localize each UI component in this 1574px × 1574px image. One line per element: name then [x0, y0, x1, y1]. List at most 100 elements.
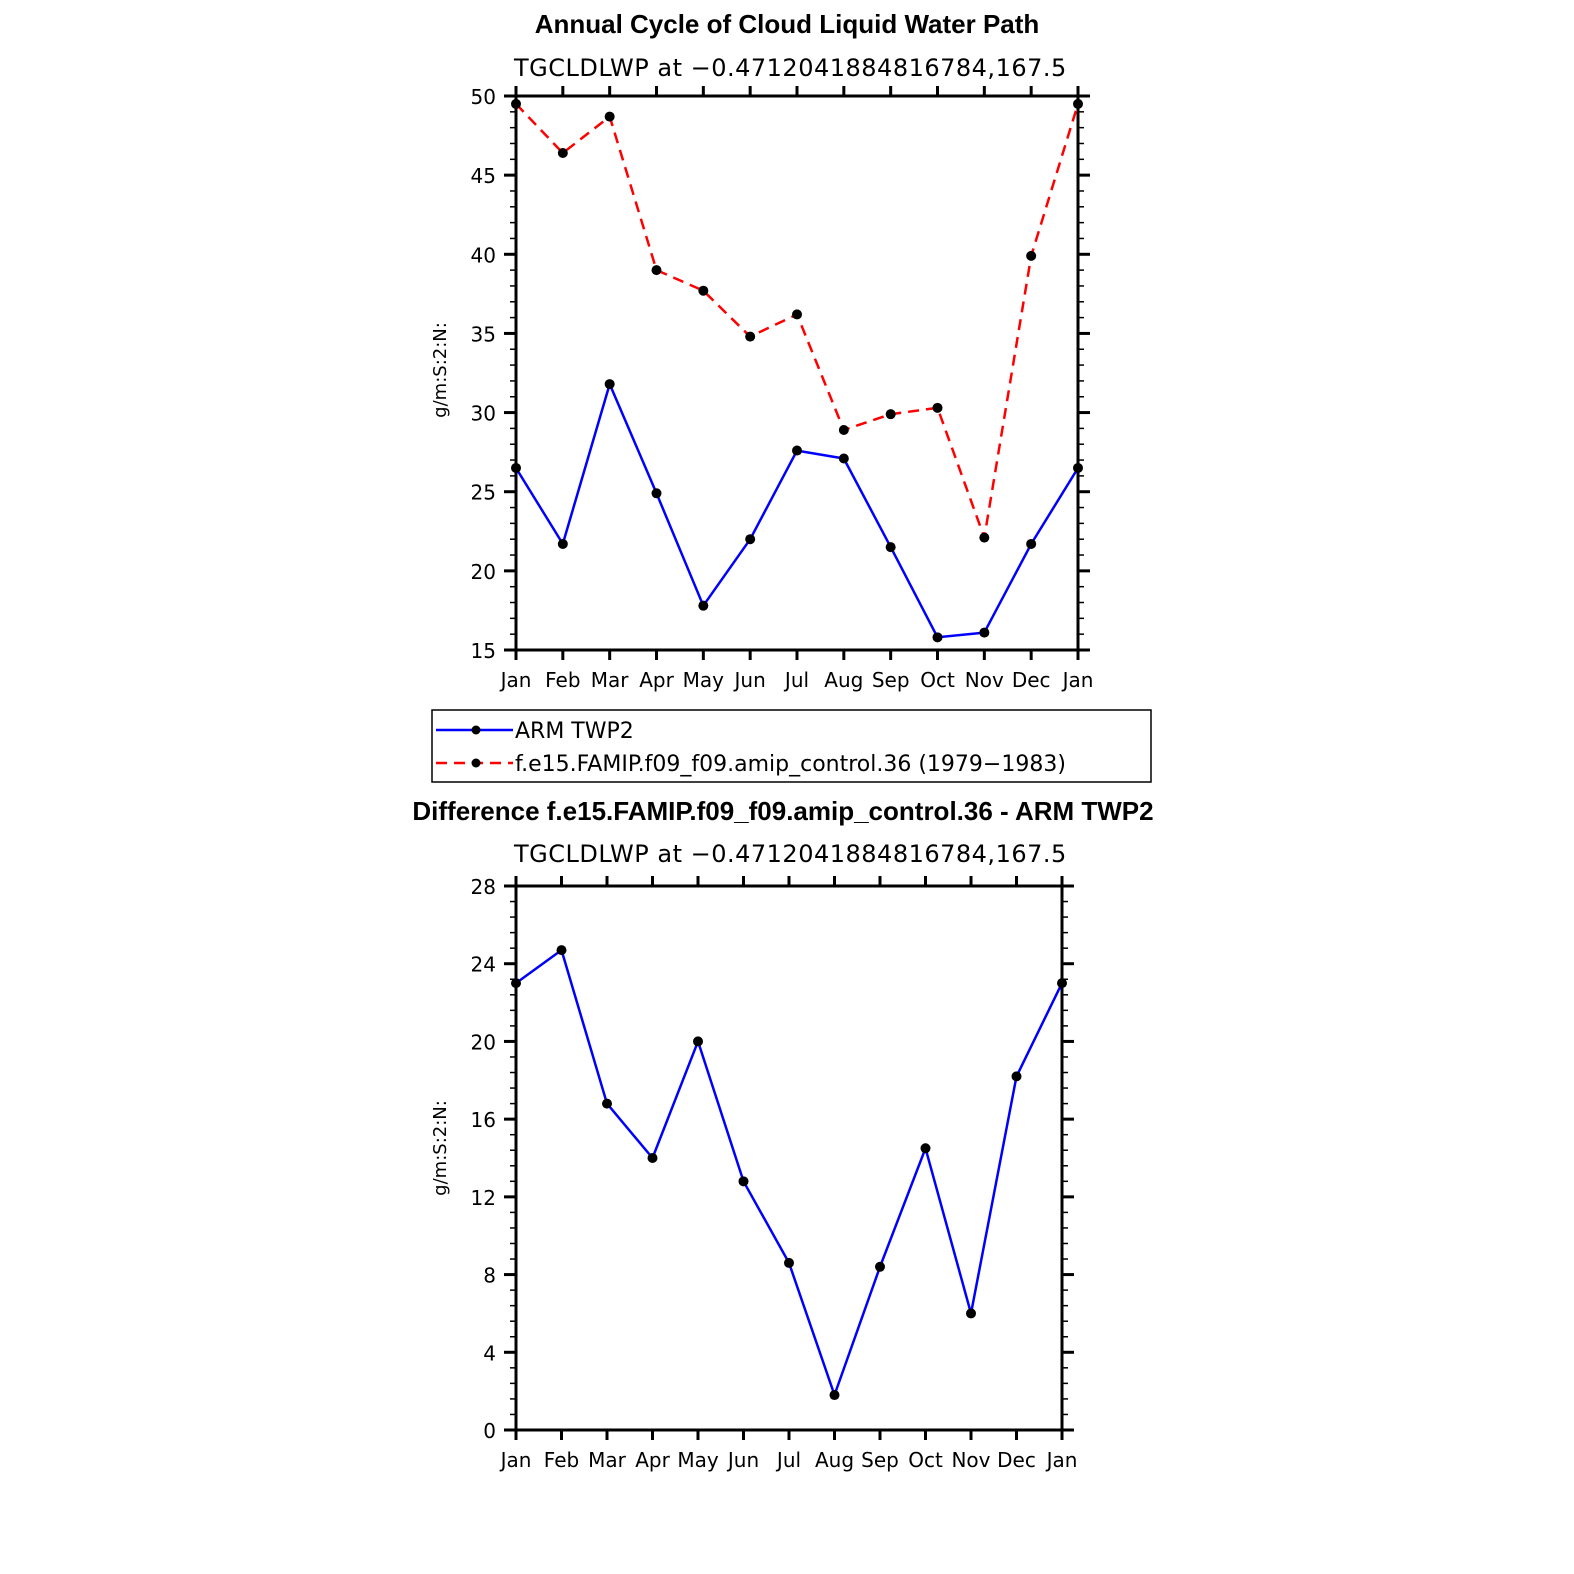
x-tick-label: Sep [872, 668, 910, 692]
y-tick-label: 50 [471, 85, 496, 109]
data-point-0 [838, 453, 849, 464]
data-point-0 [698, 600, 709, 611]
series-line-0 [515, 948, 1064, 1397]
x-tick-label: Jul [775, 1448, 801, 1472]
x-tick-label: Jan [499, 668, 532, 692]
x-tick-label: Nov [965, 668, 1004, 692]
data-point-0 [557, 538, 568, 549]
x-tick-label: Sep [861, 1448, 899, 1472]
data-point-0 [932, 632, 943, 643]
y-tick-label: 4 [483, 1341, 496, 1365]
data-point-0 [979, 627, 990, 638]
data-point-1 [745, 331, 756, 342]
y-tick-label: 8 [483, 1264, 496, 1288]
y-tick-label: 20 [471, 1030, 496, 1054]
data-point-0 [1057, 978, 1067, 989]
x-tick-label: Aug [824, 668, 863, 692]
data-point-1 [1026, 250, 1037, 261]
data-point-1 [792, 309, 802, 320]
x-tick-label: Jun [733, 668, 766, 692]
data-point-0 [875, 1261, 885, 1272]
data-point-1 [698, 285, 709, 296]
x-tick-label: Oct [920, 668, 955, 692]
y-tick-label: 30 [471, 402, 496, 426]
data-point-0 [784, 1257, 794, 1268]
legend-label-arm: ARM TWP2 [515, 719, 634, 744]
data-point-1 [838, 424, 849, 435]
y-tick-label: 24 [471, 953, 496, 977]
x-tick-label: Jan [1045, 1448, 1078, 1472]
y-tick-label: 40 [471, 243, 496, 267]
x-tick-label: Mar [588, 1448, 627, 1472]
data-point-1 [979, 532, 990, 543]
x-tick-label: Apr [639, 668, 674, 692]
legend-box [431, 709, 1152, 783]
x-tick-label: Oct [908, 1448, 943, 1472]
x-tick-label: May [683, 668, 725, 692]
data-point-1 [932, 402, 943, 413]
x-tick-label: Feb [544, 1448, 579, 1472]
x-tick-label: Feb [545, 668, 580, 692]
data-point-0 [693, 1036, 703, 1047]
chart2-ylabel: g/m:S:2:N: [430, 1100, 451, 1196]
legend-label-model: f.e15.FAMIP.f09_f09.amip_control.36 (197… [515, 752, 1066, 777]
x-tick-label: Aug [815, 1448, 854, 1472]
data-point-0 [745, 534, 756, 545]
y-tick-label: 45 [471, 164, 496, 188]
data-point-0 [738, 1176, 749, 1187]
x-tick-label: Jun [726, 1448, 759, 1472]
y-tick-label: 0 [483, 1419, 496, 1443]
x-tick-label: Jul [783, 668, 809, 692]
data-point-0 [1026, 538, 1037, 549]
y-tick-label: 20 [471, 560, 496, 584]
x-tick-label: Nov [951, 1448, 990, 1472]
data-point-0 [647, 1153, 658, 1163]
data-point-0 [966, 1308, 976, 1319]
data-point-0 [556, 945, 567, 956]
x-tick-label: Dec [997, 1448, 1036, 1472]
data-point-1 [604, 111, 615, 122]
data-point-0 [511, 978, 521, 989]
chart1-ylabel: g/m:S:2:N: [430, 322, 451, 418]
data-point-0 [829, 1390, 840, 1401]
x-tick-label: Jan [499, 1448, 532, 1472]
series-line-0 [514, 382, 1080, 639]
y-tick-label: 15 [471, 639, 496, 663]
data-point-0 [651, 488, 662, 499]
data-point-0 [920, 1143, 931, 1154]
chart1-legend: ARM TWP2 f.e15.FAMIP.f09_f09.amip_contro… [431, 709, 1152, 783]
x-tick-label: Apr [635, 1448, 670, 1472]
data-point-0 [1011, 1071, 1022, 1082]
y-tick-label: 12 [471, 1186, 496, 1210]
y-tick-label: 16 [471, 1108, 496, 1132]
plot-frame [514, 94, 1080, 652]
data-point-1 [1073, 98, 1083, 109]
y-tick-label: 25 [471, 481, 496, 505]
data-point-1 [511, 98, 521, 109]
legend-marker-model [471, 758, 481, 768]
data-point-1 [885, 409, 896, 420]
data-point-0 [885, 542, 896, 553]
data-point-0 [511, 462, 521, 473]
y-tick-label: 28 [471, 875, 496, 899]
chart1-title: Annual Cycle of Cloud Liquid Water Path [535, 9, 1040, 39]
data-point-0 [602, 1098, 612, 1109]
chart1-subtitle: TGCLDLWP at −0.4712041884816784,167.5 [513, 54, 1067, 82]
data-point-0 [1073, 462, 1083, 473]
data-point-0 [604, 379, 615, 390]
chart2-plot: Jan Feb Mar Apr May Jun Jul Aug Sep Oct Nov Dec Jan0… [471, 875, 1078, 1472]
x-tick-label: Mar [591, 668, 630, 692]
x-tick-label: Jan [1061, 668, 1094, 692]
legend-marker-arm [471, 725, 481, 735]
data-point-1 [557, 147, 568, 158]
chart1-plot: Jan Feb Mar Apr May Jun Jul Aug Sep Oct Nov Dec Jan1… [471, 85, 1094, 692]
data-point-1 [651, 265, 662, 276]
series-line-1 [515, 103, 1080, 539]
y-tick-label: 35 [471, 322, 496, 346]
x-tick-label: May [677, 1448, 719, 1472]
data-point-0 [792, 445, 802, 456]
x-tick-label: Dec [1012, 668, 1051, 692]
chart2-title: Difference f.e15.FAMIP.f09_f09.amip_cont… [412, 796, 1153, 826]
plot-frame [514, 884, 1064, 1432]
